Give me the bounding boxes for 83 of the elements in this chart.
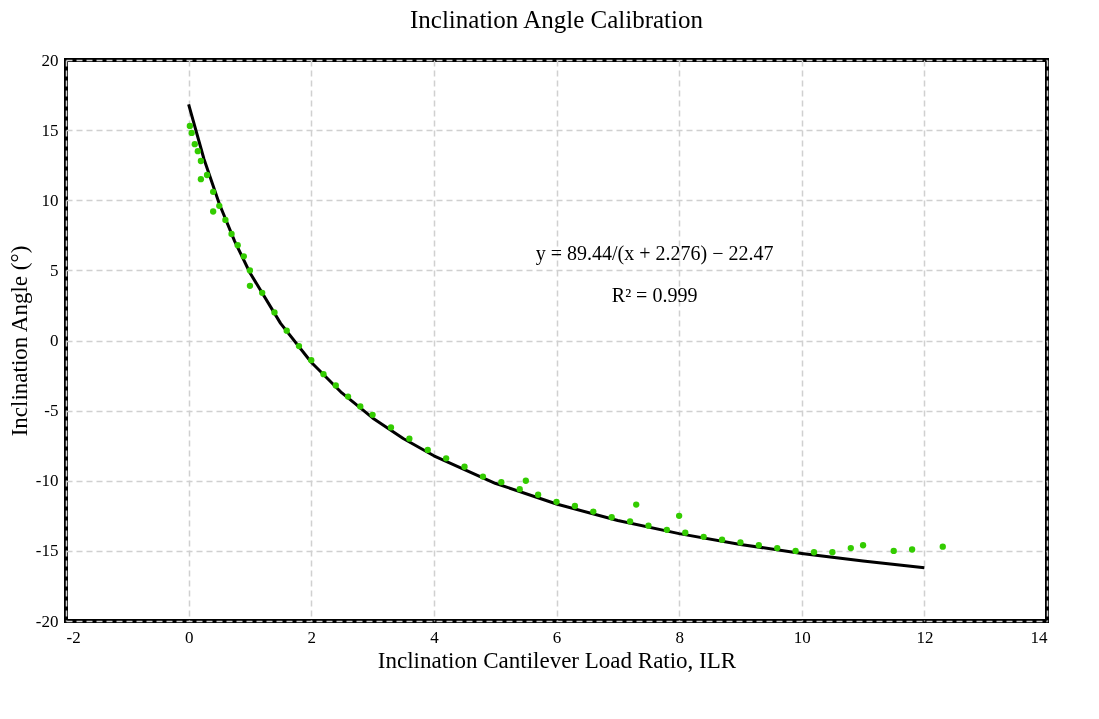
x-tick-label: 12 (916, 627, 934, 647)
point (209, 208, 217, 215)
y-tick-label: 5 (50, 260, 59, 280)
point (792, 547, 799, 555)
point (534, 491, 542, 498)
point (663, 526, 671, 533)
point (320, 371, 327, 378)
point (186, 122, 194, 130)
point (626, 518, 634, 525)
point (522, 477, 530, 484)
point (847, 544, 854, 552)
point (553, 498, 560, 505)
point (890, 547, 897, 555)
x-tick-label: 10 (793, 627, 811, 647)
point (344, 393, 352, 400)
point (461, 463, 468, 470)
x-tick-label: 2 (307, 627, 316, 647)
point (387, 424, 395, 431)
point (369, 411, 376, 418)
point (590, 508, 597, 515)
y-tick-label: -10 (35, 471, 59, 491)
point (271, 309, 278, 316)
line-series (187, 102, 926, 570)
point (283, 327, 290, 334)
point (718, 536, 726, 543)
point (194, 148, 201, 155)
x-tick-label: 0 (184, 627, 194, 647)
point (498, 479, 505, 486)
point (191, 140, 198, 148)
point (700, 533, 707, 541)
point (908, 546, 916, 553)
x-axis-title: Inclination Cantilever Load Ratio, ILR (377, 647, 737, 673)
point (246, 282, 254, 289)
point (571, 502, 579, 510)
y-tick-label: 15 (41, 120, 59, 140)
point (188, 129, 195, 137)
point (755, 542, 762, 549)
y-tick-label: 20 (41, 50, 59, 70)
point (197, 157, 205, 165)
x-tick-label: -2 (66, 627, 81, 647)
x-tick-label: 6 (552, 627, 562, 647)
point (308, 356, 315, 364)
annotation: y = 89.44/(x + 2.276) − 22.47 (535, 241, 774, 265)
point (197, 176, 205, 183)
point (675, 512, 683, 519)
point (442, 455, 450, 462)
point (259, 289, 266, 296)
point (222, 216, 229, 224)
point (216, 202, 223, 210)
point (737, 539, 744, 546)
point (516, 486, 523, 493)
point (859, 542, 867, 549)
point (682, 529, 689, 536)
point (295, 342, 303, 350)
point (774, 544, 781, 552)
x-tick-label: 8 (675, 627, 684, 647)
x-tick-label: 4 (430, 627, 440, 647)
point (810, 549, 818, 556)
point (829, 549, 836, 556)
x-tick-label: 14 (1030, 627, 1048, 647)
point (939, 543, 946, 550)
point (608, 514, 615, 521)
y-tick-label: 10 (41, 190, 59, 210)
point (240, 253, 247, 260)
y-tick-label: -20 (35, 611, 59, 631)
point (424, 446, 431, 454)
annotation: R² = 0.999 (611, 283, 698, 306)
point (209, 188, 217, 195)
point (246, 267, 254, 274)
point (357, 403, 364, 410)
point (633, 501, 640, 508)
point (479, 473, 487, 480)
y-tick-label: 0 (50, 331, 59, 350)
point (228, 230, 235, 238)
y-tick-label: -5 (44, 401, 59, 421)
y-axis-title: Inclination Angle (°) (6, 245, 32, 437)
y-tick-label: -15 (35, 541, 59, 561)
point (203, 171, 211, 179)
point (234, 241, 241, 249)
point (406, 435, 413, 442)
chart-title: Inclination Angle Calibration (410, 6, 704, 33)
point (645, 522, 652, 529)
point (332, 382, 339, 389)
